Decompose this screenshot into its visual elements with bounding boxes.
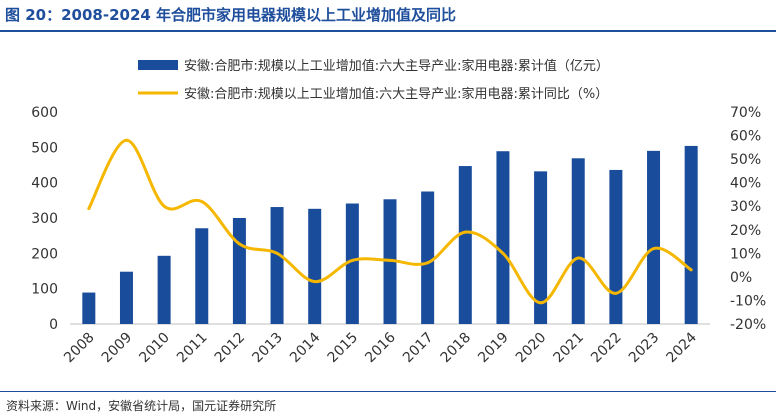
line-point: [200, 200, 204, 204]
title-divider: [0, 30, 776, 32]
x-tick-label: 2008: [61, 330, 98, 367]
line-point: [237, 242, 241, 246]
x-tick-label: 2018: [438, 330, 475, 367]
bar: [496, 151, 510, 324]
legend: 安徽:合肥市:规模以上工业增加值:六大主导产业:家用电器:累计值（亿元） 安徽:…: [138, 58, 609, 102]
y-right-tick-label: -20%: [730, 317, 766, 333]
y-right-tick-label: 40%: [730, 176, 761, 192]
line-point: [501, 251, 505, 255]
x-tick-label: 2021: [551, 330, 588, 367]
line-point: [162, 204, 166, 208]
legend-bar-swatch: [138, 60, 178, 70]
y-right-tick-label: 10%: [730, 246, 761, 262]
x-tick-label: 2017: [400, 330, 437, 367]
x-tick-label: 2015: [325, 330, 362, 367]
combo-chart: 安徽:合肥市:规模以上工业增加值:六大主导产业:家用电器:累计值（亿元） 安徽:…: [31, 58, 766, 367]
bar: [647, 150, 661, 324]
bar: [458, 166, 472, 324]
bar: [195, 228, 209, 324]
line-point: [350, 258, 354, 262]
line-point: [87, 207, 91, 211]
y-left-tick-label: 100: [31, 282, 58, 298]
bar: [157, 255, 171, 324]
y-right-tick-label: 60%: [730, 129, 761, 145]
y-right-tick-label: 30%: [730, 199, 761, 215]
bar: [270, 207, 284, 324]
y-right-tick-label: -10%: [730, 293, 766, 309]
bar: [82, 292, 96, 324]
figure-title: 图 20：2008-2024 年合肥市家用电器规模以上工业增加值及同比: [5, 6, 457, 24]
y-left-tick-label: 200: [31, 246, 58, 262]
line-point: [313, 280, 317, 284]
legend-line-label: 安徽:合肥市:规模以上工业增加值:六大主导产业:家用电器:累计同比（%）: [184, 86, 608, 102]
y-right-tick-label: 0%: [730, 270, 752, 286]
bar: [345, 203, 359, 324]
line-point: [689, 268, 693, 272]
legend-bar-label: 安徽:合肥市:规模以上工业增加值:六大主导产业:家用电器:累计值（亿元）: [184, 58, 609, 74]
y-left-tick-label: 400: [31, 176, 58, 192]
line-point: [388, 258, 392, 262]
y-right-tick-label: 20%: [730, 223, 761, 239]
x-tick-label: 2010: [136, 330, 173, 367]
x-tick-label: 2024: [663, 329, 700, 366]
bar: [421, 191, 435, 324]
x-tick-label: 2023: [626, 330, 663, 367]
x-tick-label: 2009: [99, 330, 136, 367]
source-note: 资料来源：Wind，安徽省统计局，国元证券研究所: [6, 399, 277, 413]
x-tick-label: 2013: [249, 330, 286, 367]
line-series: [87, 138, 693, 305]
x-tick-label: 2016: [362, 329, 399, 366]
bar: [119, 271, 133, 324]
x-tick-label: 2020: [513, 330, 550, 367]
line-point: [426, 261, 430, 265]
y-right-tick-label: 50%: [730, 152, 761, 168]
bar: [571, 158, 585, 324]
y-left-tick-label: 500: [31, 140, 58, 156]
bar: [308, 208, 322, 324]
line-point: [576, 256, 580, 260]
bar-series: [82, 145, 698, 324]
bar: [684, 145, 698, 324]
source-divider: [0, 391, 776, 392]
line-point: [614, 291, 618, 295]
line-point: [652, 247, 656, 251]
x-tick-label: 2022: [588, 330, 625, 367]
y-left-tick-label: 600: [31, 105, 58, 121]
x-tick-label: 2012: [212, 330, 249, 367]
x-tick-label: 2014: [287, 329, 324, 366]
bar: [609, 169, 623, 324]
line-point: [275, 251, 279, 255]
line-point: [539, 301, 543, 305]
line-point: [124, 138, 128, 142]
y-right-tick-label: 70%: [730, 105, 761, 121]
bar: [534, 171, 548, 324]
y-left-tick-label: 0: [49, 317, 58, 333]
x-tick-label: 2011: [174, 330, 211, 367]
bar: [232, 218, 246, 324]
line-point: [463, 230, 467, 234]
y-left-tick-label: 300: [31, 211, 58, 227]
x-tick-label: 2019: [475, 330, 512, 367]
